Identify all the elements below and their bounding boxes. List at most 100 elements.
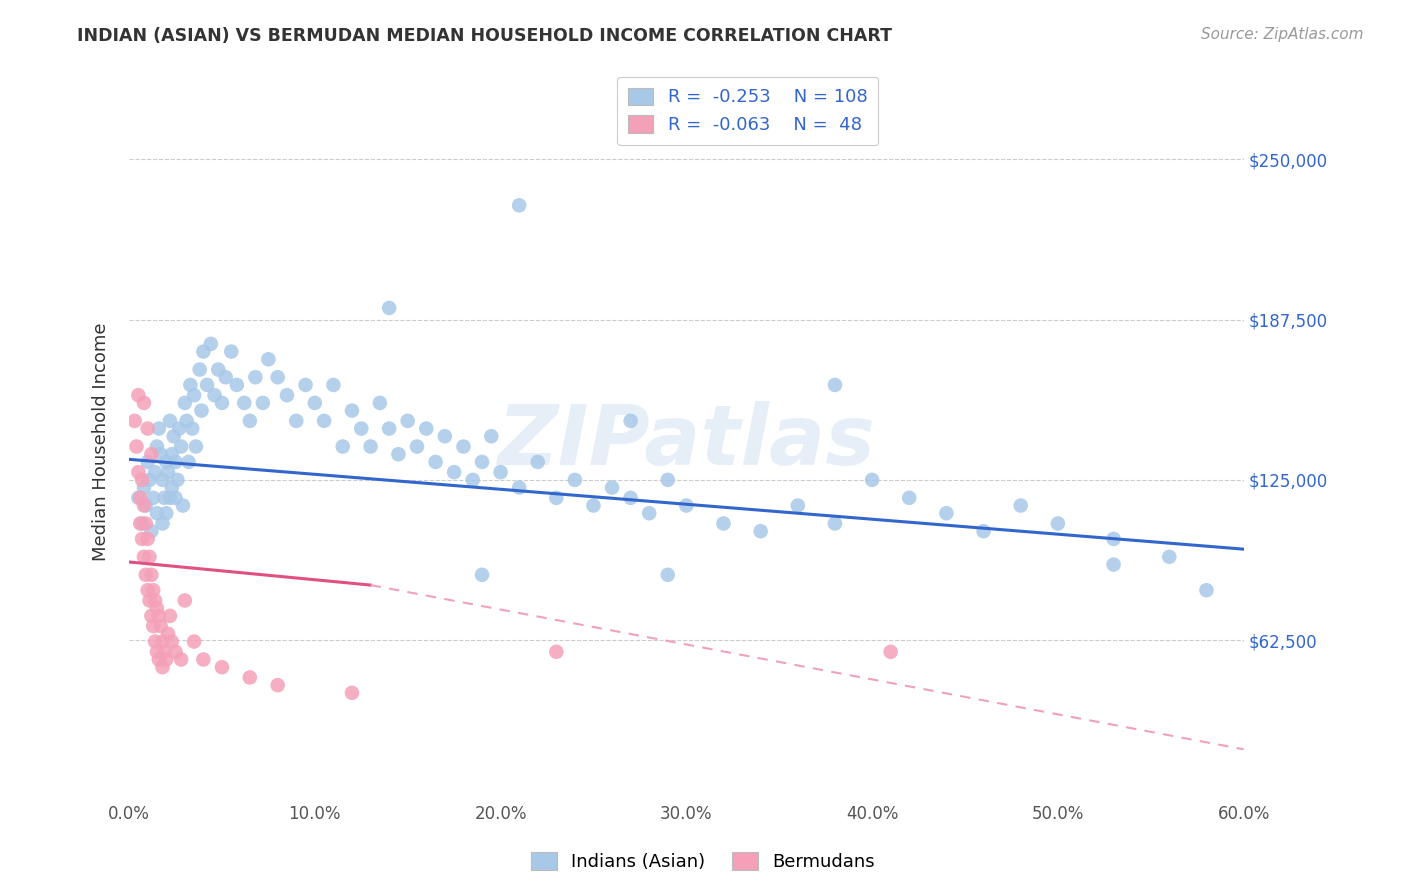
Point — [824, 378, 846, 392]
Point — [153, 645, 176, 659]
Point — [135, 499, 157, 513]
Point — [713, 516, 735, 531]
Point — [564, 473, 586, 487]
Point — [239, 670, 262, 684]
Point — [155, 506, 177, 520]
Point — [138, 593, 160, 607]
Legend: Indians (Asian), Bermudans: Indians (Asian), Bermudans — [524, 846, 882, 879]
Point — [177, 455, 200, 469]
Point — [132, 499, 155, 513]
Point — [152, 473, 174, 487]
Point — [252, 396, 274, 410]
Point — [141, 608, 163, 623]
Point — [172, 499, 194, 513]
Point — [340, 403, 363, 417]
Point — [153, 491, 176, 505]
Point — [657, 567, 679, 582]
Point — [582, 499, 605, 513]
Point — [143, 465, 166, 479]
Point — [350, 421, 373, 435]
Point — [340, 686, 363, 700]
Point — [131, 516, 153, 531]
Point — [152, 516, 174, 531]
Point — [160, 481, 183, 495]
Point — [257, 352, 280, 367]
Point — [136, 455, 159, 469]
Point — [973, 524, 995, 539]
Y-axis label: Median Household Income: Median Household Income — [93, 322, 110, 561]
Point — [179, 378, 201, 392]
Point — [146, 440, 169, 454]
Point — [620, 491, 643, 505]
Point — [165, 645, 187, 659]
Point — [138, 473, 160, 487]
Point — [149, 447, 172, 461]
Point — [176, 414, 198, 428]
Point — [267, 678, 290, 692]
Point — [1159, 549, 1181, 564]
Point — [132, 481, 155, 495]
Point — [508, 481, 530, 495]
Point — [125, 440, 148, 454]
Point — [276, 388, 298, 402]
Point — [141, 567, 163, 582]
Point — [211, 660, 233, 674]
Point — [142, 491, 165, 505]
Point — [184, 440, 207, 454]
Point — [146, 601, 169, 615]
Point — [155, 455, 177, 469]
Point — [200, 337, 222, 351]
Point — [387, 447, 409, 461]
Point — [207, 362, 229, 376]
Point — [396, 414, 419, 428]
Point — [141, 524, 163, 539]
Point — [173, 593, 195, 607]
Point — [136, 421, 159, 435]
Point — [132, 549, 155, 564]
Point — [152, 660, 174, 674]
Point — [138, 549, 160, 564]
Point — [1046, 516, 1069, 531]
Point — [225, 378, 247, 392]
Text: ZIPatlas: ZIPatlas — [498, 401, 876, 482]
Point — [142, 619, 165, 633]
Point — [322, 378, 344, 392]
Point — [285, 414, 308, 428]
Point — [124, 414, 146, 428]
Point — [620, 414, 643, 428]
Point — [165, 491, 187, 505]
Point — [190, 403, 212, 417]
Point — [136, 532, 159, 546]
Point — [239, 414, 262, 428]
Point — [127, 465, 149, 479]
Point — [879, 645, 901, 659]
Point — [129, 516, 152, 531]
Point — [152, 634, 174, 648]
Point — [163, 429, 186, 443]
Point — [860, 473, 883, 487]
Point — [149, 619, 172, 633]
Point — [406, 440, 429, 454]
Point — [159, 608, 181, 623]
Point — [749, 524, 772, 539]
Text: Source: ZipAtlas.com: Source: ZipAtlas.com — [1201, 27, 1364, 42]
Point — [159, 414, 181, 428]
Point — [160, 447, 183, 461]
Text: INDIAN (ASIAN) VS BERMUDAN MEDIAN HOUSEHOLD INCOME CORRELATION CHART: INDIAN (ASIAN) VS BERMUDAN MEDIAN HOUSEH… — [77, 27, 893, 45]
Point — [443, 465, 465, 479]
Point — [471, 567, 494, 582]
Point — [360, 440, 382, 454]
Point — [638, 506, 661, 520]
Point — [245, 370, 267, 384]
Point — [127, 388, 149, 402]
Point — [675, 499, 697, 513]
Point — [143, 593, 166, 607]
Point — [215, 370, 238, 384]
Point — [378, 301, 401, 315]
Point — [157, 627, 180, 641]
Point — [135, 516, 157, 531]
Point — [181, 421, 204, 435]
Point — [131, 532, 153, 546]
Point — [453, 440, 475, 454]
Point — [824, 516, 846, 531]
